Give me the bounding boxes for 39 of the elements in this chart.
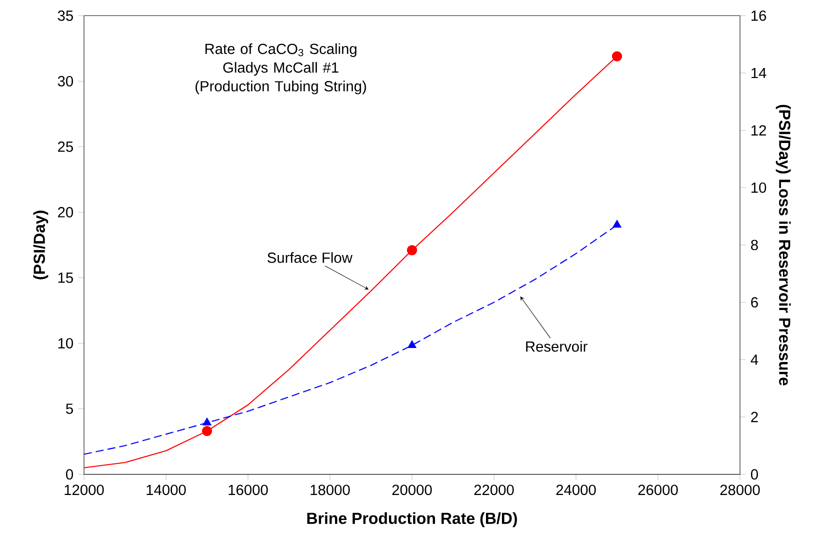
point xyxy=(408,340,416,348)
y2-tick-label: 6 xyxy=(751,297,758,308)
y-tick-label: 5 xyxy=(66,404,73,414)
y-axis-title: (PSI/Day) xyxy=(33,210,48,280)
text: Gladys McCall #1 (Production Tubing String) xyxy=(196,62,366,94)
y2-tick-label: 8 xyxy=(751,240,758,250)
y2-axis-title: (PSI/Day) Loss in Reservoir Pressure xyxy=(776,104,791,386)
x-tick-label: 16000 xyxy=(228,484,268,496)
y2-tick-label: 16 xyxy=(752,10,766,21)
x-tick-label: 24000 xyxy=(556,484,596,496)
annotation: Reservoir xyxy=(526,340,588,352)
point xyxy=(406,245,418,256)
y2-tick-label: 12 xyxy=(752,125,766,136)
y-tick-label: 20 xyxy=(58,207,74,218)
x-tick-label: 20000 xyxy=(392,484,432,496)
y-tick-label: 15 xyxy=(58,272,73,283)
x-tick-label: 18000 xyxy=(310,484,350,496)
point xyxy=(612,51,622,62)
y2-tick-label: 2 xyxy=(751,412,758,422)
text: Rate of CaCO$_{3}$ Scaling xyxy=(205,43,356,57)
y2-tick-label: 0 xyxy=(750,469,758,480)
y2-tick-label: 14 xyxy=(752,68,766,78)
x-tick-label: 14000 xyxy=(146,484,186,496)
point xyxy=(202,418,212,426)
point xyxy=(202,426,212,436)
point xyxy=(612,220,622,228)
y-tick-label: 10 xyxy=(58,338,74,348)
y-tick-label: 25 xyxy=(58,142,73,152)
x-tick-label: 26000 xyxy=(638,484,678,496)
y-tick-label: 0 xyxy=(66,469,74,480)
y-tick-label: 30 xyxy=(58,76,74,86)
y-tick-label: 35 xyxy=(58,10,73,21)
x-axis-title: Brine Production Rate (B/D) xyxy=(307,512,517,528)
x-tick-label: 12000 xyxy=(64,484,104,496)
x-tick-label: 28000 xyxy=(720,484,760,496)
annotation: Surface Flow xyxy=(268,252,352,263)
y2-tick-label: 10 xyxy=(752,182,766,193)
y2-tick-label: 4 xyxy=(750,354,758,365)
x-tick-label: 22000 xyxy=(474,484,514,496)
